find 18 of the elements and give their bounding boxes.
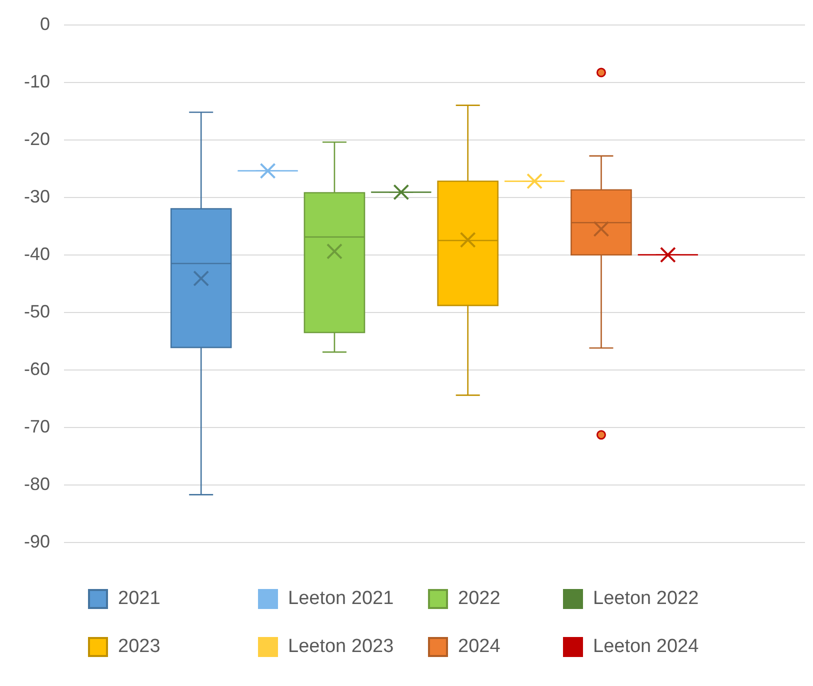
legend-label: 2023: [118, 636, 160, 658]
y-tick-label: 0: [40, 14, 50, 34]
legend-label: 2021: [118, 588, 160, 610]
y-tick-label: -20: [24, 128, 50, 149]
y-tick-label: -30: [24, 186, 50, 206]
legend-label: 2024: [458, 636, 500, 658]
y-tick-label: -70: [24, 416, 50, 436]
legend-label: Leeton 2023: [288, 636, 394, 658]
y-tick-label: -60: [24, 358, 50, 379]
legend-label: Leeton 2024: [593, 636, 699, 658]
legend-label: Leeton 2022: [593, 588, 699, 610]
y-tick-label: -10: [24, 71, 50, 92]
legend-label: Leeton 2021: [288, 588, 394, 610]
legend-label: 2022: [458, 588, 500, 610]
y-tick-label: -80: [24, 474, 50, 494]
y-tick-label: -90: [24, 531, 50, 552]
y-tick-label: -40: [24, 244, 50, 264]
y-tick-label: -50: [24, 301, 50, 322]
